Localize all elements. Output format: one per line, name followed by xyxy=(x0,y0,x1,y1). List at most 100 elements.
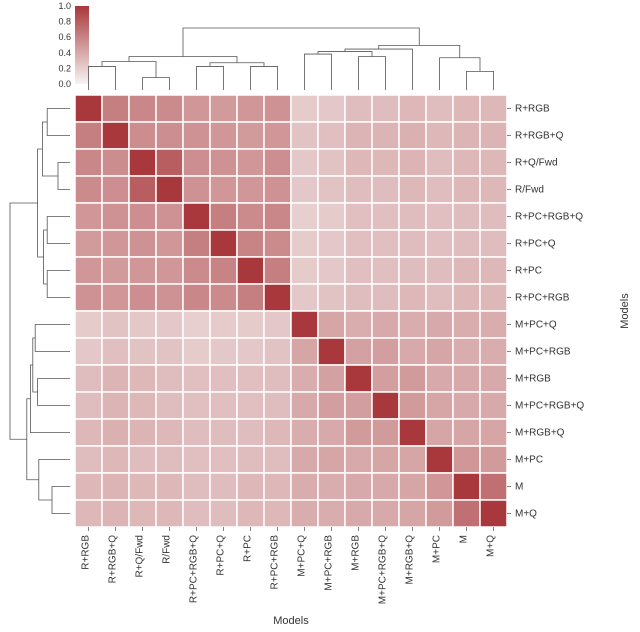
heatmap-cell xyxy=(210,149,237,176)
heatmap-cell xyxy=(372,284,399,311)
heatmap-cell xyxy=(453,311,480,338)
heatmap-cell xyxy=(75,203,102,230)
heatmap-cell xyxy=(237,338,264,365)
heatmap-cell xyxy=(210,284,237,311)
heatmap-cell xyxy=(237,419,264,446)
heatmap-cell xyxy=(291,419,318,446)
heatmap-cell xyxy=(183,284,210,311)
col-tick-label: M+RGB+Q xyxy=(405,535,416,585)
heatmap-cell xyxy=(264,473,291,500)
heatmap-cell xyxy=(345,284,372,311)
row-tick-label: M+PC+Q xyxy=(515,320,557,331)
heatmap-cell xyxy=(75,500,102,527)
heatmap-cell xyxy=(372,365,399,392)
row-tick-label: M+PC+RGB+Q xyxy=(515,401,584,412)
heatmap-cell xyxy=(318,122,345,149)
heatmap-cell xyxy=(480,176,507,203)
heatmap-cell xyxy=(372,446,399,473)
heatmap-cell xyxy=(210,257,237,284)
heatmap-cell xyxy=(318,95,345,122)
heatmap-cell xyxy=(399,122,426,149)
heatmap-cell xyxy=(210,473,237,500)
heatmap-cell xyxy=(318,230,345,257)
heatmap-cell xyxy=(237,95,264,122)
heatmap-cell xyxy=(291,257,318,284)
heatmap-cell xyxy=(399,419,426,446)
row-tick-label: M+PC+RGB xyxy=(515,347,571,358)
heatmap-cell xyxy=(210,419,237,446)
heatmap-cell xyxy=(372,338,399,365)
heatmap-cell xyxy=(237,446,264,473)
heatmap-cell xyxy=(372,392,399,419)
heatmap-cell xyxy=(210,446,237,473)
heatmap-cell xyxy=(210,311,237,338)
heatmap-cell xyxy=(102,122,129,149)
heatmap-cell xyxy=(345,257,372,284)
heatmap-cell xyxy=(210,392,237,419)
heatmap-cell xyxy=(426,500,453,527)
heatmap-cell xyxy=(426,338,453,365)
heatmap-cell xyxy=(156,149,183,176)
heatmap-cell xyxy=(75,230,102,257)
heatmap-cell xyxy=(237,122,264,149)
heatmap-cell xyxy=(75,446,102,473)
heatmap-cell xyxy=(129,446,156,473)
heatmap-cell xyxy=(480,122,507,149)
heatmap-cell xyxy=(345,95,372,122)
heatmap-cell xyxy=(372,203,399,230)
heatmap-cell xyxy=(480,419,507,446)
heatmap-cell xyxy=(426,311,453,338)
heatmap-cell xyxy=(453,446,480,473)
x-axis-label: Models xyxy=(273,615,309,627)
heatmap-cell xyxy=(426,203,453,230)
heatmap-cell xyxy=(345,419,372,446)
heatmap-cell xyxy=(156,419,183,446)
heatmap-cell xyxy=(345,230,372,257)
heatmap-cell xyxy=(75,95,102,122)
heatmap-cell xyxy=(156,392,183,419)
heatmap-cell xyxy=(102,500,129,527)
heatmap-cell xyxy=(264,284,291,311)
heatmap-cell xyxy=(129,176,156,203)
heatmap-cell xyxy=(453,419,480,446)
col-tick-label: R+PC+RGB xyxy=(270,535,281,590)
row-tick-label: R+PC+RGB xyxy=(515,293,570,304)
heatmap-cell xyxy=(156,230,183,257)
heatmap-cell xyxy=(426,95,453,122)
heatmap-cell xyxy=(102,473,129,500)
heatmap-cell xyxy=(210,338,237,365)
heatmap-cell xyxy=(345,446,372,473)
heatmap-cell xyxy=(129,473,156,500)
heatmap-cell xyxy=(453,284,480,311)
heatmap-cell xyxy=(426,122,453,149)
col-tick-label: R/Fwd xyxy=(162,535,173,564)
row-tick-label: M xyxy=(515,482,523,493)
heatmap-cell xyxy=(210,365,237,392)
heatmap-cell xyxy=(345,365,372,392)
heatmap-cell xyxy=(372,311,399,338)
heatmap-cell xyxy=(399,203,426,230)
heatmap-cell xyxy=(102,176,129,203)
heatmap-cell xyxy=(183,473,210,500)
heatmap-cell xyxy=(480,446,507,473)
row-tick-label: M+PC xyxy=(515,455,543,466)
heatmap-cell xyxy=(453,338,480,365)
heatmap-cell xyxy=(75,122,102,149)
heatmap-cell xyxy=(102,419,129,446)
heatmap-cell xyxy=(237,365,264,392)
heatmap-cell xyxy=(264,419,291,446)
heatmap-cell xyxy=(264,338,291,365)
heatmap-cell xyxy=(237,284,264,311)
heatmap-cell xyxy=(291,176,318,203)
col-tick-label: M+PC+Q xyxy=(297,535,308,577)
heatmap-cell xyxy=(399,392,426,419)
heatmap-cell xyxy=(318,257,345,284)
heatmap-cell xyxy=(426,284,453,311)
heatmap-cell xyxy=(264,230,291,257)
heatmap-cell xyxy=(426,230,453,257)
heatmap-cell xyxy=(480,311,507,338)
row-tick-label: R+PC+RGB+Q xyxy=(515,212,583,223)
col-tick-label: M+RGB xyxy=(351,535,362,571)
heatmap-cell xyxy=(453,230,480,257)
heatmap-cell xyxy=(399,284,426,311)
